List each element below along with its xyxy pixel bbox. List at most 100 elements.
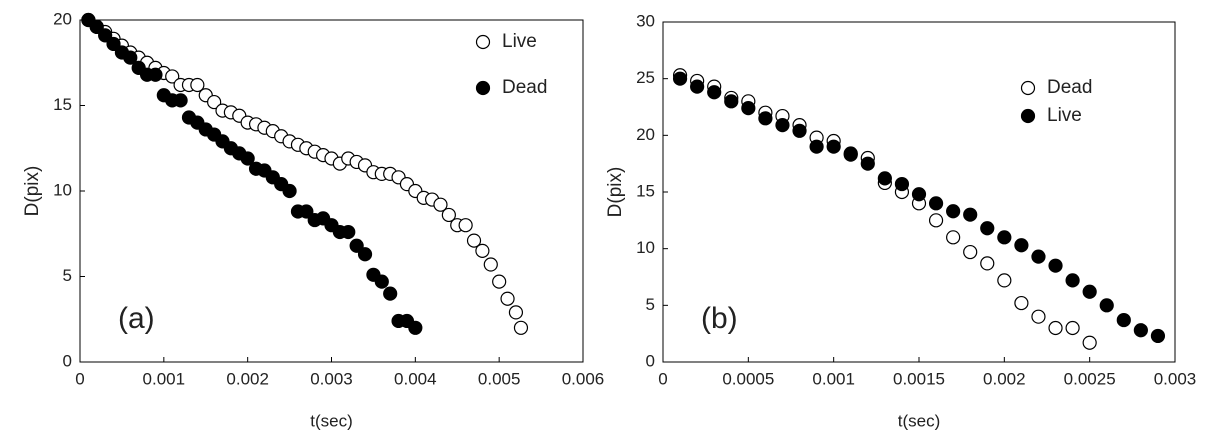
data-point (1065, 273, 1080, 288)
data-point (89, 19, 104, 34)
data-point (500, 291, 515, 306)
y-tick-label: 25 (636, 68, 655, 87)
y-axis-label: D(pix) (22, 166, 43, 217)
data-point (826, 139, 841, 154)
annotation: (a) (118, 302, 155, 335)
data-point (980, 256, 995, 271)
data-point (741, 101, 756, 116)
data-point (758, 111, 773, 126)
data-point (240, 151, 255, 166)
y-tick-label: 20 (636, 125, 655, 144)
data-point (173, 93, 188, 108)
y-tick-label: 5 (63, 266, 72, 285)
data-point (1150, 328, 1166, 344)
data-point (724, 94, 739, 109)
y-axis-label: D(pix) (605, 167, 626, 218)
x-tick-label: 0.0015 (893, 369, 945, 388)
data-point (672, 71, 688, 86)
y-tick-label: 15 (636, 181, 655, 200)
data-point (911, 187, 927, 202)
data-point (963, 207, 978, 222)
data-point (707, 85, 722, 100)
data-point (843, 146, 858, 161)
data-point (1099, 298, 1114, 313)
data-point (282, 183, 297, 199)
x-tick-label: 0 (75, 369, 84, 388)
x-tick-label: 0.001 (812, 369, 855, 388)
x-axis-label: t(sec) (898, 411, 941, 430)
legend-label: Live (1047, 105, 1082, 126)
x-tick-label: 0.004 (394, 369, 437, 388)
y-tick-label: 5 (646, 295, 655, 314)
data-point (349, 238, 364, 253)
data-point (433, 197, 448, 212)
data-point (466, 233, 482, 248)
y-tick-label: 15 (53, 95, 72, 114)
x-tick-label: 0.0005 (722, 369, 774, 388)
data-point (508, 305, 524, 320)
data-point (441, 207, 456, 223)
data-point (894, 176, 910, 192)
data-point (877, 171, 892, 186)
data-point (123, 50, 138, 65)
data-point (1014, 295, 1029, 311)
data-point (963, 244, 978, 260)
data-point (1048, 320, 1063, 336)
data-point (98, 28, 113, 43)
x-tick-label: 0.005 (478, 369, 521, 388)
legend-marker (475, 34, 491, 50)
data-point (792, 123, 807, 138)
data-point (1082, 335, 1097, 350)
y-tick-label: 10 (636, 238, 655, 257)
x-tick-label: 0.002 (226, 369, 269, 388)
legend-label: Dead (1047, 77, 1092, 98)
x-tick-label: 0.006 (562, 369, 605, 388)
data-point (106, 36, 121, 52)
data-point (997, 273, 1012, 288)
data-point (928, 213, 944, 228)
x-tick-label: 0 (658, 369, 667, 388)
data-point (1116, 312, 1131, 328)
data-point (408, 320, 423, 335)
data-point (1031, 309, 1046, 324)
data-point (946, 204, 961, 219)
data-point (1082, 284, 1097, 299)
x-tick-label: 0.001 (143, 369, 186, 388)
x-tick-label: 0.0025 (1064, 369, 1116, 388)
x-tick-label: 0.003 (310, 369, 353, 388)
data-point (946, 230, 961, 245)
x-axis-label: t(sec) (310, 411, 353, 430)
y-tick-label: 0 (63, 351, 72, 370)
data-point (1031, 249, 1046, 264)
data-point (1048, 258, 1063, 273)
data-point (475, 243, 490, 258)
legend-marker (1020, 108, 1036, 124)
data-point (513, 320, 529, 335)
legend-marker (1020, 80, 1036, 96)
legend-marker (475, 80, 491, 96)
y-tick-label: 0 (646, 351, 655, 370)
data-point (374, 274, 389, 289)
data-point (483, 257, 498, 272)
data-point (165, 69, 180, 84)
x-tick-label: 0.003 (1154, 369, 1197, 388)
x-tick-label: 0.002 (983, 369, 1026, 388)
data-point (1014, 238, 1029, 253)
data-point (1065, 320, 1080, 336)
annotation: (b) (701, 302, 738, 335)
legend-label: Dead (502, 77, 547, 98)
data-point (357, 247, 373, 262)
data-point (148, 67, 163, 82)
data-point (809, 139, 824, 154)
data-point (492, 274, 507, 289)
data-point (775, 118, 790, 133)
y-tick-label: 30 (636, 11, 655, 30)
data-point (299, 204, 314, 219)
data-point (341, 224, 356, 240)
data-point (458, 218, 473, 233)
data-point (207, 94, 222, 110)
legend-label: Live (502, 31, 537, 52)
data-point (928, 196, 944, 211)
data-point (980, 221, 995, 236)
